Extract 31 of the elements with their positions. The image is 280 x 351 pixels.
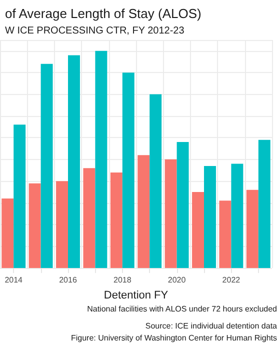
bar [258,140,270,268]
bar [204,166,216,268]
bar [40,64,53,268]
bar [231,164,244,268]
bar [95,50,108,268]
bar [68,55,80,268]
x-tick-label: 2018 [114,276,132,284]
x-tick-label: 2014 [4,276,24,284]
bar [138,155,150,268]
bar [219,200,232,268]
source-note: Source: ICE individual detention data [145,322,278,330]
chart-subtitle: W ICE PROCESSING CTR, FY 2012-23 [5,26,185,36]
bar [2,198,14,268]
x-tick-label: 2022 [222,276,241,284]
bar [28,183,41,268]
x-axis-title: Detention FY [104,290,169,302]
bar [110,172,122,268]
text: Figure: University of Washington Center for Human Rights [70,334,277,342]
bar [122,72,134,268]
bar [14,124,26,268]
bar [164,159,177,268]
bar [246,190,258,268]
x-tick-label: 2020 [168,276,186,284]
bar [150,94,162,268]
bar [176,142,189,268]
bar [192,192,204,268]
bar [56,181,68,268]
x-tick-label: 2016 [59,276,78,284]
chart-title: of Average Length of Stay (ALOS) [5,6,202,21]
text: National facilities with ALOS under 72 hours excluded [87,304,277,314]
bar [83,168,96,268]
